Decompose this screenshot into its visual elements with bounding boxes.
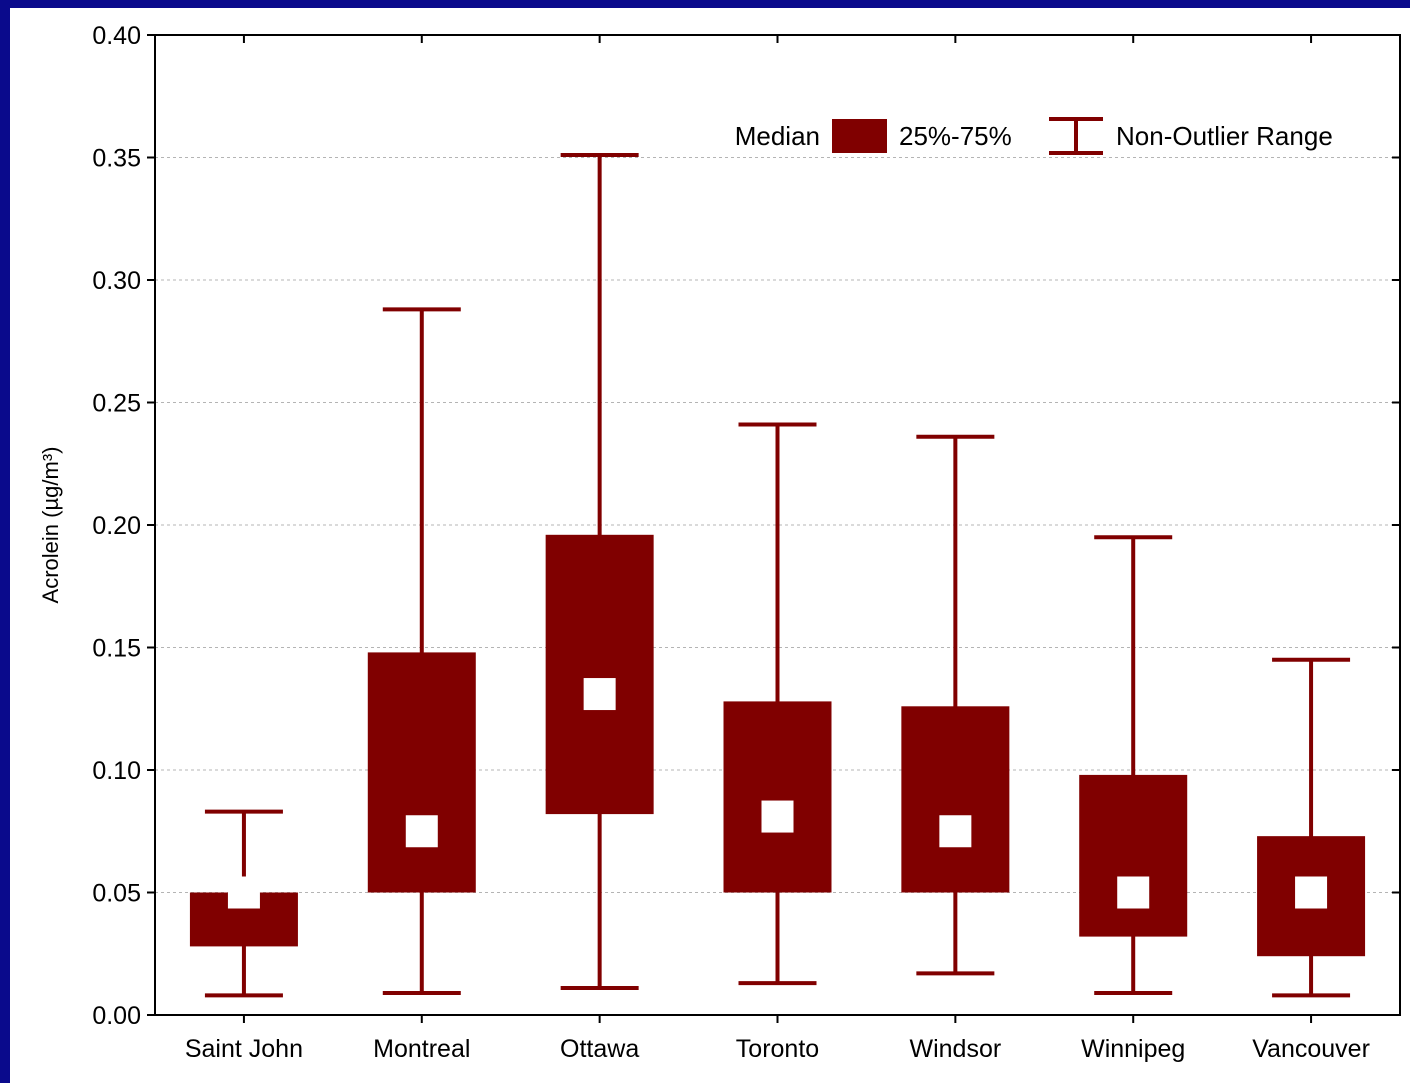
median-marker (1295, 876, 1328, 909)
legend-box-label: 25%-75% (899, 121, 1012, 151)
median-marker (1117, 876, 1150, 909)
legend-whisker-label: Non-Outlier Range (1116, 121, 1333, 151)
legend-median-label: Median (735, 121, 820, 151)
x-axis-categories: Saint John Montreal Ottawa Toronto Windsor Wi… (185, 35, 1370, 1063)
box-group (1079, 535, 1188, 995)
iqr-box (367, 652, 476, 893)
legend: Median 25%-75% Non-Outlier Range (735, 117, 1333, 155)
box-group (545, 153, 654, 991)
median-marker (227, 876, 260, 909)
category-label: Montreal (373, 1035, 470, 1063)
box-group (189, 809, 298, 998)
iqr-box (901, 706, 1010, 893)
category-label: Saint John (185, 1035, 303, 1063)
chart-panel: 0.00 0.05 0.10 0.15 0.20 0.25 0.30 0.35 0.40 Sai… (10, 8, 1410, 1083)
y-tick-label: 0.30 (92, 267, 141, 295)
median-marker (939, 815, 972, 848)
iqr-box (723, 701, 832, 893)
category-label: Toronto (736, 1035, 819, 1063)
median-marker (583, 678, 616, 711)
iqr-box (1079, 774, 1188, 937)
y-axis-title: Acrolein (µg/m³) (38, 447, 63, 604)
legend-whisker-swatch (1049, 117, 1103, 155)
box-series (189, 153, 1366, 998)
box-group (723, 422, 832, 986)
median-marker (405, 815, 438, 848)
box-group (1257, 657, 1366, 998)
category-label: Windsor (910, 1035, 1002, 1063)
y-tick-label: 0.20 (92, 512, 141, 540)
box-group (367, 307, 476, 995)
category-label: Winnipeg (1081, 1035, 1185, 1063)
y-tick-label: 0.25 (92, 390, 141, 418)
y-tick-label: 0.05 (92, 880, 141, 908)
legend-box-swatch (832, 119, 887, 153)
median-marker (761, 800, 794, 833)
iqr-box (545, 534, 654, 815)
y-tick-label: 0.10 (92, 757, 141, 785)
category-label: Vancouver (1252, 1035, 1370, 1063)
y-tick-label: 0.00 (92, 1002, 141, 1030)
y-tick-label: 0.40 (92, 22, 141, 50)
box-group (901, 434, 1010, 976)
y-tick-label: 0.15 (92, 635, 141, 663)
y-tick-label: 0.35 (92, 145, 141, 173)
boxplot-chart: 0.00 0.05 0.10 0.15 0.20 0.25 0.30 0.35 0.40 Sai… (38, 22, 1401, 1063)
category-label: Ottawa (560, 1035, 639, 1063)
y-axis-ticks: 0.00 0.05 0.10 0.15 0.20 0.25 0.30 0.35 0.40 (92, 22, 1400, 1030)
